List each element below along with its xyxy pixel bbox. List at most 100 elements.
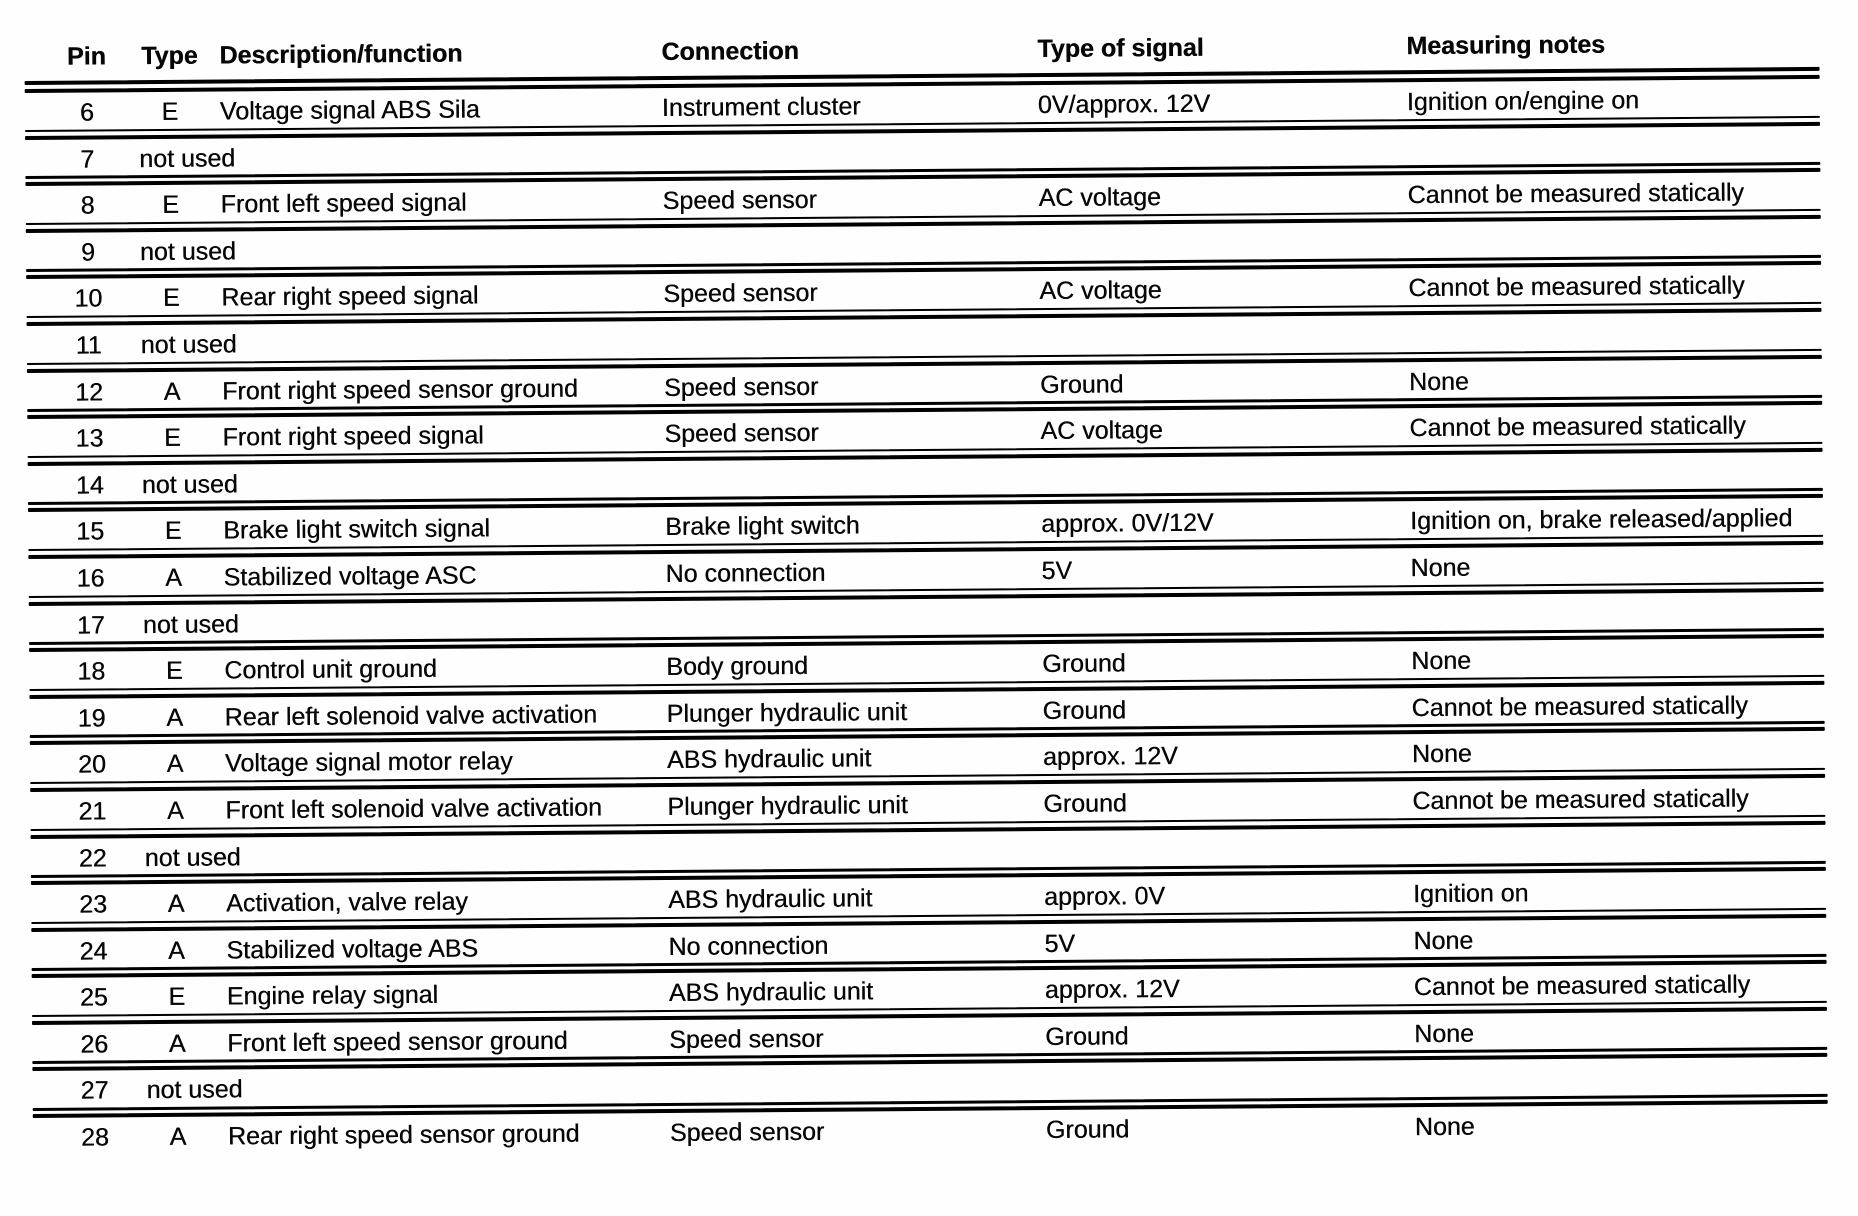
pin-type: A bbox=[163, 377, 181, 406]
pin-signal-type: AC voltage bbox=[1039, 276, 1162, 306]
pin-description: Rear left solenoid valve activation bbox=[224, 700, 598, 732]
pin-measuring-notes: Cannot be measured statically bbox=[1408, 271, 1745, 303]
pin-description: Engine relay signal bbox=[226, 981, 439, 1011]
pin-description: Rear right speed signal bbox=[221, 281, 479, 312]
pin-measuring-notes: Ignition on, brake released/applied bbox=[1410, 504, 1793, 536]
pin-number: 21 bbox=[78, 797, 107, 826]
pin-measuring-notes: Cannot be measured statically bbox=[1409, 411, 1746, 443]
pin-measuring-notes: None bbox=[1411, 646, 1472, 676]
pin-not-used-label: not used bbox=[144, 842, 241, 872]
pin-type: E bbox=[162, 284, 180, 313]
column-header-connection: Connection bbox=[661, 36, 800, 66]
pin-type: A bbox=[165, 563, 182, 592]
pin-type: A bbox=[166, 796, 184, 825]
pin-connection: Plunger hydraulic unit bbox=[667, 790, 908, 821]
pin-connection: Speed sensor bbox=[663, 372, 819, 402]
pin-type: A bbox=[167, 936, 185, 965]
pin-connection: No connection bbox=[665, 558, 826, 588]
pin-number: 11 bbox=[75, 331, 102, 360]
pin-number: 18 bbox=[77, 657, 106, 686]
pin-description: Rear right speed sensor ground bbox=[227, 1119, 580, 1151]
pin-connection: Speed sensor bbox=[663, 279, 818, 309]
pin-measuring-notes: None bbox=[1410, 553, 1471, 583]
pin-signal-type: AC voltage bbox=[1038, 183, 1161, 213]
pin-type: A bbox=[167, 889, 185, 918]
pin-number: 15 bbox=[76, 517, 105, 546]
pin-connection: Brake light switch bbox=[665, 511, 860, 542]
pin-measuring-notes: None bbox=[1408, 367, 1469, 396]
pin-assignment-table: Pin Type Description/function Connection… bbox=[24, 26, 1828, 1165]
pin-number: 17 bbox=[76, 610, 105, 640]
pin-number: 16 bbox=[76, 564, 105, 593]
pin-signal-type: 5V bbox=[1041, 556, 1073, 585]
pin-measuring-notes: Ignition on/engine on bbox=[1406, 86, 1640, 117]
pin-number: 27 bbox=[80, 1076, 109, 1106]
pin-number: 19 bbox=[77, 704, 106, 733]
pin-description: Front left solenoid valve activation bbox=[225, 793, 603, 825]
pin-signal-type: approx. 0V/12V bbox=[1041, 509, 1214, 539]
pin-connection: Instrument cluster bbox=[661, 92, 861, 122]
pin-description: Voltage signal motor relay bbox=[224, 747, 513, 778]
pin-not-used-label: not used bbox=[139, 237, 236, 266]
pin-measuring-notes: None bbox=[1413, 926, 1474, 955]
pin-not-used-label: not used bbox=[139, 143, 236, 173]
pin-number: 20 bbox=[77, 750, 107, 779]
column-header-type: Type bbox=[141, 41, 198, 71]
pin-description: Front right speed sensor ground bbox=[221, 374, 578, 406]
pin-description: Brake light switch signal bbox=[223, 514, 491, 545]
pin-type: E bbox=[168, 983, 186, 1012]
column-header-type-of-signal: Type of signal bbox=[1037, 33, 1204, 64]
pin-not-used-label: not used bbox=[140, 330, 237, 360]
pin-description: Stabilized voltage ABS bbox=[226, 934, 479, 965]
pin-type: E bbox=[163, 423, 181, 453]
pin-signal-type: Ground bbox=[1045, 1022, 1129, 1051]
pin-type: A bbox=[166, 750, 184, 779]
pin-description: Voltage signal ABS Sila bbox=[219, 95, 480, 126]
pin-connection: No connection bbox=[668, 931, 829, 961]
pin-description: Front right speed signal bbox=[222, 421, 484, 452]
pin-signal-type: Ground bbox=[1043, 789, 1127, 818]
pin-connection: ABS hydraulic unit bbox=[668, 977, 874, 1008]
pin-measuring-notes: Cannot be measured statically bbox=[1411, 691, 1748, 722]
pin-description: Stabilized voltage ASC bbox=[223, 561, 477, 592]
pin-measuring-notes: None bbox=[1414, 1112, 1475, 1142]
pin-measuring-notes: None bbox=[1411, 739, 1472, 769]
pin-type: E bbox=[164, 517, 182, 546]
pin-signal-type: AC voltage bbox=[1040, 416, 1163, 446]
pin-measuring-notes: Cannot be measured statically bbox=[1407, 178, 1744, 210]
pin-signal-type: approx. 0V bbox=[1043, 882, 1166, 912]
pin-number: 22 bbox=[78, 843, 107, 873]
column-header-pin: Pin bbox=[66, 42, 106, 71]
pin-number: 9 bbox=[80, 238, 96, 267]
pin-signal-type: approx. 12V bbox=[1042, 742, 1178, 772]
pin-signal-type: Ground bbox=[1042, 696, 1127, 725]
pin-type: E bbox=[162, 190, 180, 220]
pin-number: 28 bbox=[80, 1123, 109, 1152]
pin-signal-type: 5V bbox=[1044, 929, 1076, 958]
pin-number: 13 bbox=[75, 424, 104, 453]
pin-type: A bbox=[166, 703, 184, 732]
pin-signal-type: 0V/approx. 12V bbox=[1037, 89, 1211, 120]
pin-number: 12 bbox=[75, 377, 104, 407]
pin-signal-type: Ground bbox=[1045, 1115, 1130, 1145]
table-body: 6 E Voltage signal ABS Sila Instrument clus… bbox=[24, 79, 1828, 1165]
pin-signal-type: Ground bbox=[1042, 649, 1126, 679]
pin-number: 23 bbox=[79, 890, 108, 919]
pin-connection: Speed sensor bbox=[669, 1117, 825, 1148]
pin-measuring-notes: Cannot be measured statically bbox=[1413, 970, 1751, 1002]
pin-number: 10 bbox=[74, 284, 103, 313]
pin-connection: Speed sensor bbox=[662, 185, 817, 216]
pin-measuring-notes: Ignition on bbox=[1412, 879, 1529, 909]
pin-number: 26 bbox=[80, 1030, 109, 1059]
pin-type: E bbox=[165, 656, 183, 686]
pin-connection: Body ground bbox=[666, 651, 809, 682]
pin-number: 24 bbox=[79, 937, 108, 966]
pin-signal-type: approx. 12V bbox=[1044, 975, 1180, 1005]
pin-connection: Speed sensor bbox=[664, 418, 819, 449]
pin-type: E bbox=[161, 97, 179, 126]
pin-not-used-label: not used bbox=[141, 470, 238, 499]
pin-number: 7 bbox=[80, 145, 95, 174]
pin-connection: Speed sensor bbox=[669, 1024, 824, 1054]
column-header-description: Description/function bbox=[219, 39, 463, 70]
